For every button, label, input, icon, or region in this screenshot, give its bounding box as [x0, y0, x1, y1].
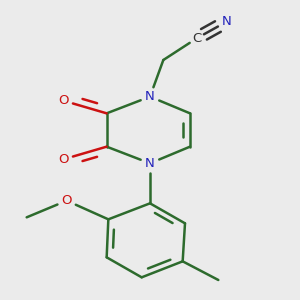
Text: O: O: [58, 94, 69, 107]
Text: N: N: [145, 90, 155, 103]
Text: N: N: [145, 157, 155, 170]
Text: C: C: [192, 32, 201, 45]
Text: O: O: [58, 153, 69, 166]
Text: O: O: [61, 194, 72, 207]
Text: N: N: [222, 15, 232, 28]
